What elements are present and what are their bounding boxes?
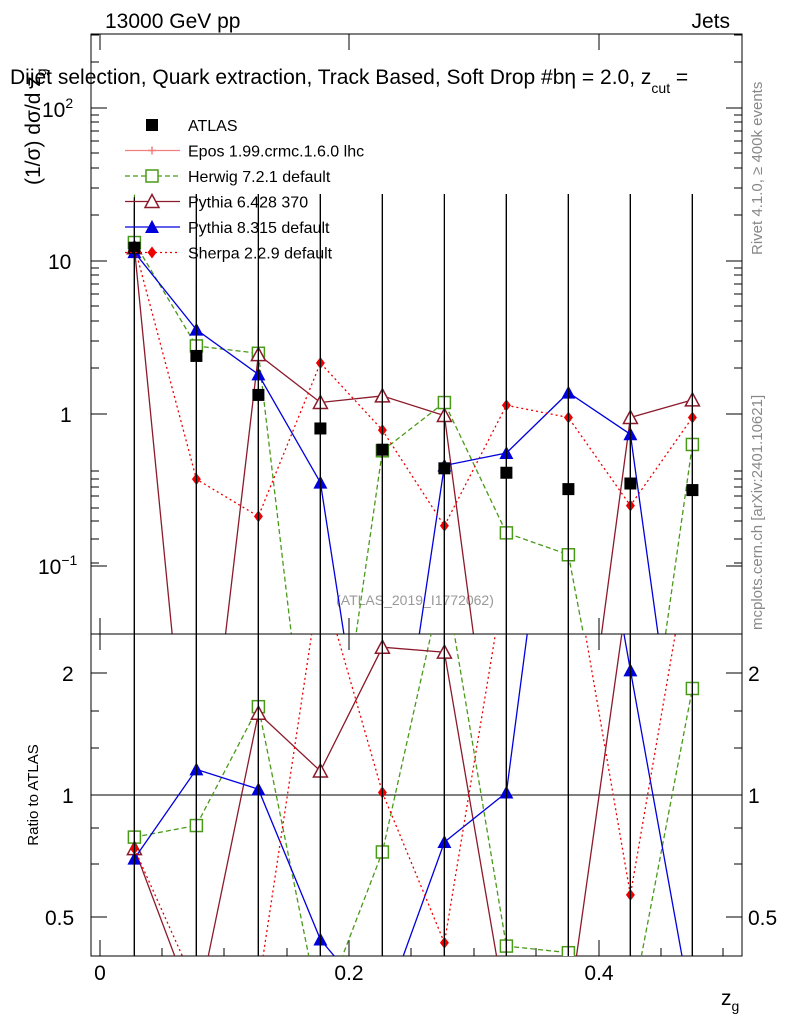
ratio-ticks xyxy=(91,634,742,956)
legend-epos-1-99-crmc-1-6-0-lhc-marker xyxy=(148,146,156,155)
legend-atlas-marker xyxy=(146,119,158,131)
legend-herwig-7-2-1-default-label: Herwig 7.2.1 default xyxy=(188,169,331,186)
main-tick-label-0p1-base: 10 xyxy=(38,556,61,579)
y-axis-label-main-text: (1/σ) dσ/d z xyxy=(22,76,45,185)
atlas-point xyxy=(562,483,575,496)
ratio-tick-left-1: 1 xyxy=(62,785,74,808)
plot-title-sub: cut xyxy=(651,80,670,96)
main-tick-label-0p1: 10−1 xyxy=(38,552,78,579)
x-tick-0p4: 0.4 xyxy=(584,962,614,985)
main-series xyxy=(126,194,701,634)
ratio-tick-right-2: 2 xyxy=(748,663,760,686)
main-minor-ticks xyxy=(91,34,742,564)
main-panel: 102 10 1 10−1 (ATLAS_2019_I1772062) ATLA… xyxy=(38,33,743,635)
ratio-tick-right-0p5: 0.5 xyxy=(748,907,777,930)
legend-sherpa-2-2-9-default-marker xyxy=(147,246,157,259)
pythia-8-315-default-line xyxy=(133,251,659,634)
x-axis-label-text: z xyxy=(721,987,732,1010)
atlas-point xyxy=(190,349,203,362)
legend-pythia-8-315-default-label: Pythia 8.315 default xyxy=(188,220,330,237)
main-tick-label-100: 102 xyxy=(42,95,73,122)
sherpa-2-2-9-default-ratio-line xyxy=(133,634,676,956)
atlas-point xyxy=(686,484,699,497)
header-jets: Jets xyxy=(691,10,730,33)
atlas-point xyxy=(376,443,389,456)
plot-title: Dijet selection, Quark extraction, Track… xyxy=(10,66,688,96)
x-tick-0: 0 xyxy=(94,962,106,985)
atlas-point xyxy=(252,388,265,401)
legend: ATLAS Epos 1.99.crmc.1.6.0 lhc Herwig 7.2.… xyxy=(125,118,364,263)
pythia-6-428-370-line xyxy=(133,247,693,634)
ratio-tick-left-0p5: 0.5 xyxy=(45,907,74,930)
plot-title-eta: η = 2.0, z xyxy=(564,66,651,89)
main-ticks xyxy=(91,34,742,634)
main-tick-label-100-base: 10 xyxy=(42,99,65,122)
legend-sherpa-2-2-9-default-label: Sherpa 2.2.9 default xyxy=(188,246,333,263)
pythia-8-315-default-ratio-line xyxy=(133,634,683,956)
legend-pythia-6-428-370-marker xyxy=(143,192,161,209)
header-energy: 13000 GeV pp xyxy=(105,10,240,33)
atlas-point xyxy=(500,466,513,479)
rivet-label: Rivet 4.1.0, ≥ 400k events xyxy=(749,82,766,255)
x-tick-0p2: 0.2 xyxy=(334,962,363,985)
herwig-7-2-1-default-line xyxy=(133,242,694,634)
main-tick-label-100-exp: 2 xyxy=(65,95,73,111)
ratio-tick-left-2: 2 xyxy=(62,663,74,686)
ratio-tick-right-1: 1 xyxy=(748,785,760,808)
legend-herwig-7-2-1-default-marker xyxy=(145,169,159,183)
x-axis-label: zg xyxy=(721,987,739,1014)
main-tick-label-0p1-exp: −1 xyxy=(61,552,77,568)
main-tick-label-1: 1 xyxy=(60,404,72,427)
watermark: (ATLAS_2019_I1772062) xyxy=(336,592,494,608)
y-axis-label-main-sub: g xyxy=(33,68,49,76)
pythia-6-428-370-ratio-line xyxy=(133,634,623,956)
mcplots-label: mcplots.cern.ch [arXiv:2401.10621] xyxy=(749,395,766,630)
atlas-point xyxy=(314,422,327,435)
atlas-point xyxy=(128,241,141,254)
legend-atlas-label: ATLAS xyxy=(188,118,238,135)
main-major-ticks xyxy=(91,107,742,567)
y-axis-label-ratio: Ratio to ATLAS xyxy=(25,744,42,845)
sherpa-2-2-9-default-line xyxy=(133,245,693,528)
herwig-7-2-1-default-ratio-line xyxy=(134,634,694,956)
ratio-series xyxy=(126,634,700,993)
ratio-panel: 2 1 0.5 2 1 0.5 0 0.2 0.4 xyxy=(45,633,777,993)
main-tick-label-10: 10 xyxy=(48,251,71,274)
plot-title-end: = xyxy=(670,66,688,89)
sherpa-2-2-9-default-ratio-point xyxy=(192,981,201,993)
atlas-point xyxy=(624,477,637,490)
legend-pythia-6-428-370-label: Pythia 6.428 370 xyxy=(188,195,308,212)
y-axis-label-main: (1/σ) dσ/d zg xyxy=(22,68,49,185)
plot-title-main: Dijet selection, Quark extraction, Track… xyxy=(10,66,564,89)
atlas-point xyxy=(438,462,451,475)
sherpa-2-2-9-default-ratio-point xyxy=(254,981,263,993)
main-x-ticks xyxy=(99,34,600,634)
x-axis-label-sub: g xyxy=(732,998,740,1014)
legend-pythia-8-315-default-marker xyxy=(145,220,159,233)
legend-epos-1-99-crmc-1-6-0-lhc-label: Epos 1.99.crmc.1.6.0 lhc xyxy=(188,144,364,161)
